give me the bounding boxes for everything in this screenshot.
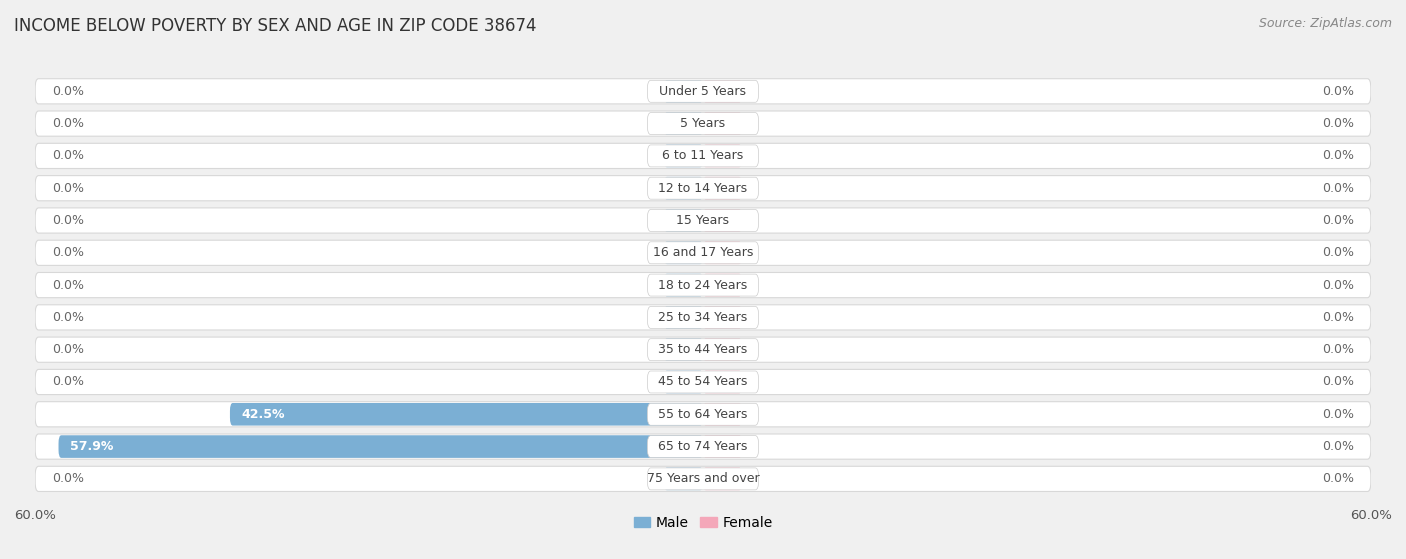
FancyBboxPatch shape <box>664 80 703 103</box>
FancyBboxPatch shape <box>35 305 1371 330</box>
Text: 0.0%: 0.0% <box>1322 278 1354 292</box>
FancyBboxPatch shape <box>664 209 703 232</box>
FancyBboxPatch shape <box>647 403 759 425</box>
FancyBboxPatch shape <box>35 176 1371 201</box>
FancyBboxPatch shape <box>35 79 1371 104</box>
FancyBboxPatch shape <box>664 371 703 394</box>
Text: 0.0%: 0.0% <box>1322 376 1354 389</box>
FancyBboxPatch shape <box>647 371 759 393</box>
FancyBboxPatch shape <box>703 403 742 425</box>
Text: 0.0%: 0.0% <box>52 376 84 389</box>
Text: 57.9%: 57.9% <box>70 440 112 453</box>
FancyBboxPatch shape <box>647 242 759 264</box>
FancyBboxPatch shape <box>703 371 742 394</box>
Text: 0.0%: 0.0% <box>52 117 84 130</box>
FancyBboxPatch shape <box>703 177 742 200</box>
FancyBboxPatch shape <box>664 241 703 264</box>
FancyBboxPatch shape <box>59 435 703 458</box>
Text: 0.0%: 0.0% <box>52 278 84 292</box>
Text: 6 to 11 Years: 6 to 11 Years <box>662 149 744 163</box>
Text: 0.0%: 0.0% <box>1322 311 1354 324</box>
Text: 0.0%: 0.0% <box>52 247 84 259</box>
FancyBboxPatch shape <box>647 80 759 102</box>
FancyBboxPatch shape <box>35 208 1371 233</box>
Text: 0.0%: 0.0% <box>52 343 84 356</box>
FancyBboxPatch shape <box>35 434 1371 459</box>
Text: 65 to 74 Years: 65 to 74 Years <box>658 440 748 453</box>
Text: 45 to 54 Years: 45 to 54 Years <box>658 376 748 389</box>
Text: 55 to 64 Years: 55 to 64 Years <box>658 408 748 421</box>
FancyBboxPatch shape <box>703 112 742 135</box>
FancyBboxPatch shape <box>703 80 742 103</box>
FancyBboxPatch shape <box>703 145 742 167</box>
FancyBboxPatch shape <box>35 111 1371 136</box>
Text: 0.0%: 0.0% <box>52 214 84 227</box>
FancyBboxPatch shape <box>35 369 1371 395</box>
FancyBboxPatch shape <box>647 145 759 167</box>
FancyBboxPatch shape <box>647 339 759 361</box>
Text: 0.0%: 0.0% <box>52 149 84 163</box>
Text: 0.0%: 0.0% <box>1322 408 1354 421</box>
FancyBboxPatch shape <box>35 240 1371 266</box>
FancyBboxPatch shape <box>664 467 703 490</box>
FancyBboxPatch shape <box>703 209 742 232</box>
Text: Source: ZipAtlas.com: Source: ZipAtlas.com <box>1258 17 1392 30</box>
FancyBboxPatch shape <box>664 177 703 200</box>
Text: 25 to 34 Years: 25 to 34 Years <box>658 311 748 324</box>
Text: 35 to 44 Years: 35 to 44 Years <box>658 343 748 356</box>
FancyBboxPatch shape <box>703 338 742 361</box>
Text: 0.0%: 0.0% <box>1322 85 1354 98</box>
FancyBboxPatch shape <box>703 306 742 329</box>
FancyBboxPatch shape <box>664 338 703 361</box>
FancyBboxPatch shape <box>35 143 1371 168</box>
FancyBboxPatch shape <box>35 337 1371 362</box>
FancyBboxPatch shape <box>664 274 703 296</box>
FancyBboxPatch shape <box>703 274 742 296</box>
FancyBboxPatch shape <box>703 467 742 490</box>
Text: 16 and 17 Years: 16 and 17 Years <box>652 247 754 259</box>
Text: 5 Years: 5 Years <box>681 117 725 130</box>
Text: 15 Years: 15 Years <box>676 214 730 227</box>
Text: 0.0%: 0.0% <box>52 311 84 324</box>
FancyBboxPatch shape <box>647 210 759 231</box>
Text: 42.5%: 42.5% <box>240 408 284 421</box>
FancyBboxPatch shape <box>703 435 742 458</box>
Text: 0.0%: 0.0% <box>1322 343 1354 356</box>
Text: 12 to 14 Years: 12 to 14 Years <box>658 182 748 195</box>
Text: 0.0%: 0.0% <box>1322 149 1354 163</box>
Text: 0.0%: 0.0% <box>1322 182 1354 195</box>
FancyBboxPatch shape <box>703 241 742 264</box>
Legend: Male, Female: Male, Female <box>628 510 778 536</box>
FancyBboxPatch shape <box>647 468 759 490</box>
FancyBboxPatch shape <box>35 466 1371 491</box>
FancyBboxPatch shape <box>35 402 1371 427</box>
Text: 18 to 24 Years: 18 to 24 Years <box>658 278 748 292</box>
FancyBboxPatch shape <box>664 112 703 135</box>
FancyBboxPatch shape <box>664 145 703 167</box>
Text: 0.0%: 0.0% <box>1322 214 1354 227</box>
Text: 0.0%: 0.0% <box>52 472 84 485</box>
Text: 0.0%: 0.0% <box>1322 117 1354 130</box>
FancyBboxPatch shape <box>647 435 759 458</box>
Text: INCOME BELOW POVERTY BY SEX AND AGE IN ZIP CODE 38674: INCOME BELOW POVERTY BY SEX AND AGE IN Z… <box>14 17 537 35</box>
Text: 0.0%: 0.0% <box>1322 472 1354 485</box>
FancyBboxPatch shape <box>647 306 759 328</box>
FancyBboxPatch shape <box>647 177 759 199</box>
Text: 0.0%: 0.0% <box>52 85 84 98</box>
Text: 75 Years and over: 75 Years and over <box>647 472 759 485</box>
FancyBboxPatch shape <box>647 112 759 135</box>
FancyBboxPatch shape <box>664 306 703 329</box>
Text: 0.0%: 0.0% <box>1322 440 1354 453</box>
FancyBboxPatch shape <box>35 272 1371 298</box>
FancyBboxPatch shape <box>647 274 759 296</box>
Text: Under 5 Years: Under 5 Years <box>659 85 747 98</box>
Text: 0.0%: 0.0% <box>52 182 84 195</box>
FancyBboxPatch shape <box>231 403 703 425</box>
Text: 0.0%: 0.0% <box>1322 247 1354 259</box>
